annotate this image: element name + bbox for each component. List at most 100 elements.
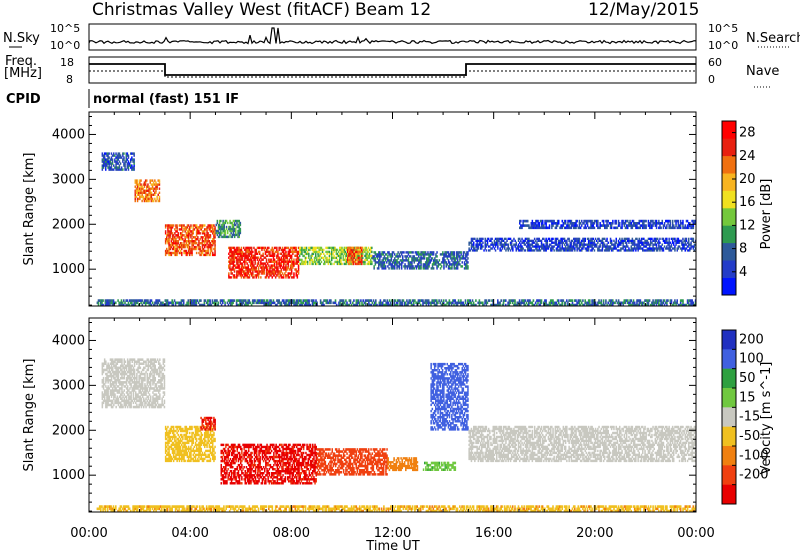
echo-cell: [265, 264, 268, 267]
echo-cell: [290, 250, 293, 254]
echo-cell: [231, 252, 233, 255]
echo-cell: [410, 267, 412, 270]
echo-cell: [151, 179, 154, 182]
echo-cell: [501, 247, 504, 250]
echo-cell: [512, 245, 514, 248]
echo-cell: [110, 164, 113, 167]
echo-cell: [545, 226, 547, 230]
echo-cell: [528, 224, 530, 227]
echo-cell: [300, 252, 302, 256]
echo-cell: [429, 259, 431, 262]
echo-cell: [650, 224, 652, 227]
echo-cell: [284, 272, 286, 275]
echo-cell: [122, 160, 124, 163]
nsearch-tick-bottom: 10^0: [708, 39, 738, 52]
echo-cell: [249, 250, 252, 254]
echo-cell: [530, 301, 532, 305]
echo-cell: [655, 249, 658, 252]
echo-cell: [253, 254, 255, 257]
echo-cell: [551, 224, 553, 227]
echo-cell: [285, 246, 287, 250]
echo-cell: [265, 254, 268, 257]
echo-cell: [151, 183, 154, 186]
echo-cell: [228, 272, 230, 275]
echo-cell: [442, 261, 444, 264]
echo-cell: [560, 224, 562, 227]
echo-cell: [296, 299, 299, 302]
echo-cell: [350, 254, 353, 258]
echo-cell: [654, 247, 657, 250]
echo-cell: [542, 237, 544, 240]
echo-cell: [638, 303, 641, 307]
echo-cell: [185, 249, 188, 253]
echo-cell: [655, 299, 658, 302]
echo-cell: [560, 299, 562, 302]
echo-cell: [488, 299, 491, 302]
echo-cell: [448, 303, 451, 307]
echo-cell: [627, 249, 629, 252]
echo-cell: [124, 162, 126, 165]
echo-cell: [284, 301, 286, 305]
echo-cell: [569, 243, 571, 246]
echo-cell: [645, 249, 647, 252]
echo-cell: [561, 301, 563, 305]
echo-cell: [586, 245, 589, 248]
echo-cell: [437, 263, 439, 266]
echo-cell: [213, 238, 215, 241]
echo-cell: [282, 262, 285, 265]
echo-cell: [624, 237, 627, 240]
echo-cell: [601, 247, 604, 250]
echo-cell: [172, 243, 175, 247]
echo-cell: [101, 405, 104, 409]
echo-cell: [548, 224, 551, 227]
echo-cell: [261, 272, 263, 275]
echo-cell: [282, 258, 285, 261]
echo-cell: [183, 234, 185, 237]
echo-cell: [628, 239, 630, 242]
echo-cell: [248, 276, 251, 279]
echo-cell: [369, 303, 371, 307]
echo-cell: [402, 255, 404, 258]
echo-cell: [199, 249, 201, 253]
echo-cell: [473, 247, 475, 250]
echo-cell: [110, 166, 113, 169]
echo-cell: [327, 301, 330, 305]
echo-cell: [325, 299, 328, 302]
echo-cell: [212, 251, 214, 255]
echo-cell: [432, 261, 435, 264]
echo-cell: [180, 301, 183, 305]
echo-cell: [666, 226, 668, 230]
echo-cell: [117, 299, 119, 302]
echo-cell: [623, 222, 626, 225]
echo-cell: [257, 272, 260, 275]
echo-cell: [126, 158, 129, 161]
echo-cell: [432, 251, 435, 254]
echo-cell: [104, 299, 107, 302]
echo-cell: [186, 245, 189, 249]
echo-cell: [142, 191, 145, 194]
echo-cell: [645, 245, 647, 248]
echo-cell: [220, 231, 222, 235]
echo-cell: [532, 224, 535, 227]
echo-cell: [429, 301, 431, 305]
echo-cell: [674, 219, 676, 223]
echo-cell: [173, 299, 176, 302]
echo-cell: [244, 274, 246, 277]
echo-cell: [519, 222, 521, 225]
echo-cell: [478, 241, 481, 244]
echo-cell: [185, 240, 188, 243]
echo-cell: [250, 260, 253, 263]
echo-cell: [355, 246, 357, 250]
echo-cell: [569, 249, 571, 252]
echo-cell: [107, 387, 109, 390]
echo-cell: [684, 241, 686, 244]
echo-cell: [265, 248, 268, 252]
echo-cell: [576, 243, 578, 246]
echo-cell: [107, 376, 109, 380]
echo-cell: [238, 250, 240, 254]
echo-cell: [533, 249, 536, 252]
echo-cell: [666, 247, 668, 250]
echo-cell: [311, 262, 313, 266]
echo-cell: [487, 249, 490, 252]
echo-cell: [296, 258, 299, 261]
